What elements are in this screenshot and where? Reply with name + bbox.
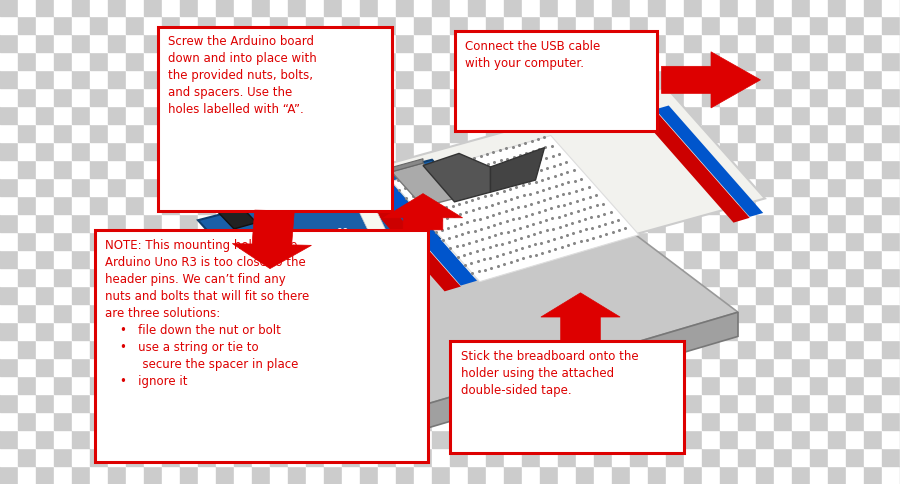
FancyBboxPatch shape <box>94 230 428 462</box>
Polygon shape <box>655 106 763 217</box>
Text: ∞: ∞ <box>335 223 349 242</box>
Text: R: R <box>320 337 349 375</box>
FancyBboxPatch shape <box>450 341 684 453</box>
Polygon shape <box>383 194 463 230</box>
Text: Connect the USB cable
with your computer.: Connect the USB cable with your computer… <box>465 40 600 70</box>
Text: O: O <box>364 351 398 389</box>
Polygon shape <box>158 152 738 421</box>
Polygon shape <box>392 159 423 172</box>
Text: Stick the breadboard onto the
holder using the attached
double-sided tape.: Stick the breadboard onto the holder usi… <box>461 350 638 397</box>
Polygon shape <box>158 271 369 445</box>
Polygon shape <box>662 52 760 108</box>
Text: NOTE: This mounting hole of the
Arduino Uno R3 is too close to the
header pins. : NOTE: This mounting hole of the Arduino … <box>105 239 310 388</box>
FancyBboxPatch shape <box>158 27 392 211</box>
Polygon shape <box>351 180 461 291</box>
Polygon shape <box>639 110 750 223</box>
FancyBboxPatch shape <box>454 31 657 131</box>
Polygon shape <box>491 148 544 192</box>
Polygon shape <box>392 136 639 282</box>
Polygon shape <box>202 190 256 229</box>
Polygon shape <box>541 293 620 341</box>
Polygon shape <box>367 174 477 286</box>
Text: CA: CA <box>230 315 288 353</box>
Polygon shape <box>369 312 738 445</box>
Text: UNO: UNO <box>324 244 342 250</box>
Text: Screw the Arduino board
down and into place with
the provided nuts, bolts,
and s: Screw the Arduino board down and into pl… <box>168 35 317 116</box>
Polygon shape <box>423 153 491 202</box>
Polygon shape <box>198 160 491 286</box>
Polygon shape <box>345 178 410 283</box>
Polygon shape <box>392 163 454 207</box>
Polygon shape <box>342 87 765 288</box>
Polygon shape <box>232 210 311 269</box>
